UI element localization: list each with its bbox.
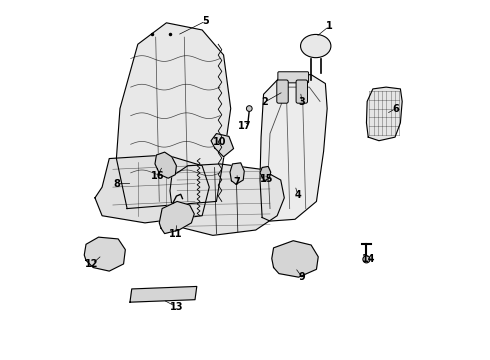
Text: 1: 1 <box>325 21 332 31</box>
Polygon shape <box>130 287 197 302</box>
Polygon shape <box>230 163 245 184</box>
FancyBboxPatch shape <box>296 80 308 103</box>
Polygon shape <box>260 166 270 181</box>
Text: 2: 2 <box>261 97 268 107</box>
Polygon shape <box>159 202 194 234</box>
Polygon shape <box>211 134 234 157</box>
Polygon shape <box>260 75 327 221</box>
Polygon shape <box>84 237 125 271</box>
Polygon shape <box>272 241 318 277</box>
Circle shape <box>363 256 370 263</box>
Text: 11: 11 <box>169 229 182 239</box>
Text: 13: 13 <box>170 302 183 312</box>
Polygon shape <box>95 155 209 223</box>
Text: 4: 4 <box>294 190 301 200</box>
Text: 15: 15 <box>260 174 274 184</box>
Ellipse shape <box>300 35 331 58</box>
Text: 16: 16 <box>151 171 164 181</box>
Text: 9: 9 <box>299 272 306 282</box>
Polygon shape <box>170 164 284 235</box>
Polygon shape <box>117 23 231 208</box>
Text: 8: 8 <box>114 179 121 189</box>
FancyBboxPatch shape <box>278 72 309 83</box>
Text: 12: 12 <box>85 259 99 269</box>
Text: 6: 6 <box>392 104 399 113</box>
Text: 17: 17 <box>238 121 251 131</box>
FancyBboxPatch shape <box>277 80 288 103</box>
Text: 5: 5 <box>202 16 209 26</box>
Text: 14: 14 <box>362 254 375 264</box>
Text: 10: 10 <box>213 138 226 148</box>
Text: 7: 7 <box>234 177 241 187</box>
Polygon shape <box>367 87 402 141</box>
Circle shape <box>246 106 252 111</box>
Text: 3: 3 <box>299 97 306 107</box>
Polygon shape <box>155 152 176 178</box>
